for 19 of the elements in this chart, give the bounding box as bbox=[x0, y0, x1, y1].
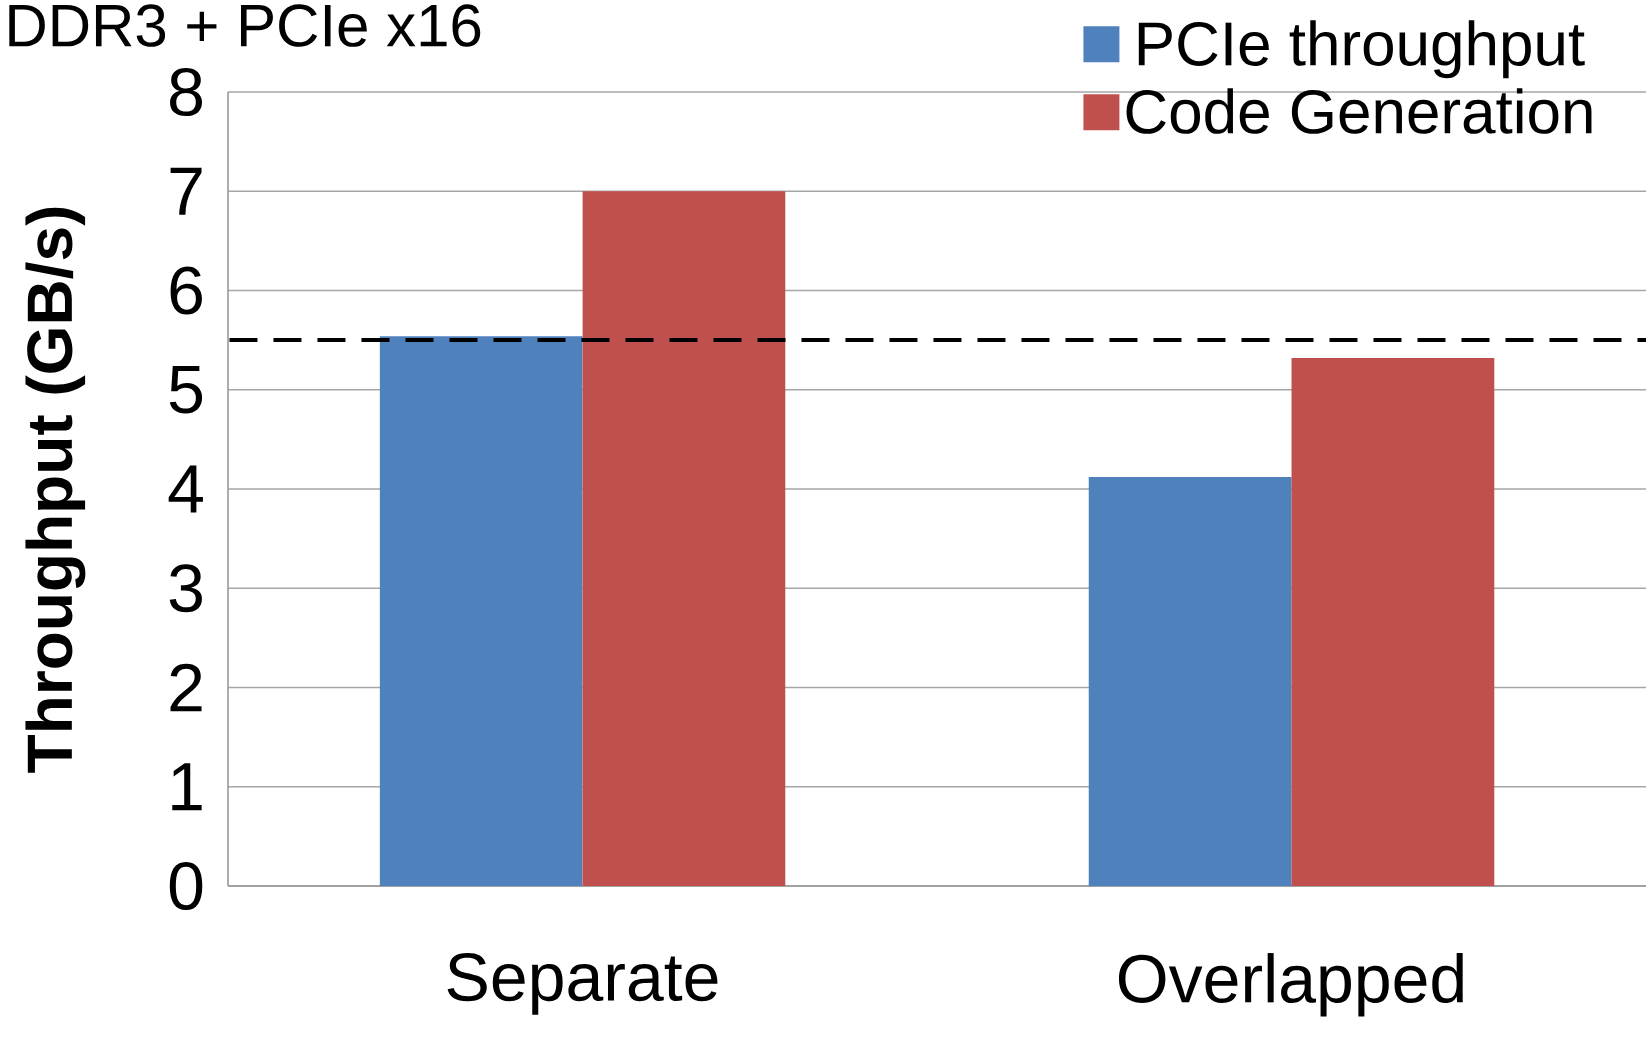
y-tick-label: 7 bbox=[170, 167, 202, 215]
x-tick-label: Overlapped bbox=[1118, 953, 1463, 1017]
y-tick-label: 2 bbox=[170, 663, 202, 712]
bar bbox=[1291, 357, 1495, 886]
chart-title: DDR3 + PCIe x16 bbox=[9, 4, 481, 47]
bar bbox=[379, 336, 583, 886]
y-tick-label: 0 bbox=[169, 861, 203, 911]
x-tick-label: Separate bbox=[447, 953, 718, 1015]
y-tick-label: 1 bbox=[172, 763, 202, 811]
y-tick-label: 4 bbox=[168, 465, 203, 513]
y-tick-label: 6 bbox=[170, 266, 202, 315]
legend-label: PCIe throughput bbox=[1138, 20, 1585, 79]
legend-label: Code Generation bbox=[1126, 88, 1592, 134]
y-tick-label: 3 bbox=[169, 564, 202, 613]
y-tick-label: 8 bbox=[170, 67, 202, 117]
bar bbox=[1088, 477, 1292, 886]
y-tick-label: 5 bbox=[169, 366, 203, 414]
bar bbox=[582, 191, 786, 886]
y-axis-title: Throughput (GB/s) bbox=[25, 207, 86, 773]
